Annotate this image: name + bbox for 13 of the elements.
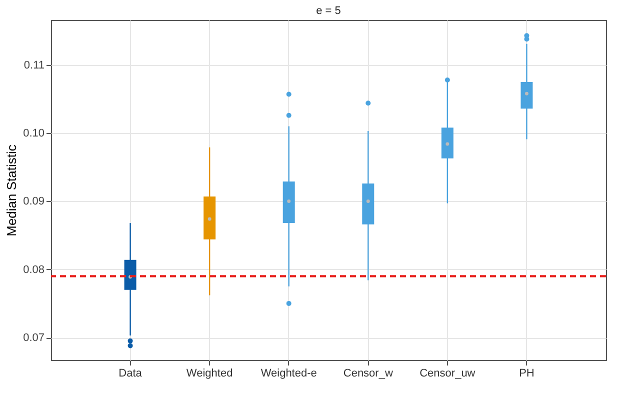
- x-tick-label: Weighted-e: [260, 368, 317, 380]
- x-tick-label: Censor_uw: [420, 368, 476, 380]
- x-tick-label: Weighted: [186, 368, 233, 380]
- y-tick-label: 0.07: [23, 332, 44, 344]
- x-tick-label: Data: [118, 368, 143, 380]
- y-axis-title: Median Statistic: [4, 144, 20, 236]
- y-tick-label: 0.10: [23, 128, 44, 140]
- y-tick-label: 0.08: [23, 264, 44, 276]
- y-tick-label: 0.11: [24, 59, 44, 72]
- chart-title: e = 5: [316, 5, 341, 17]
- x-tick-label: PH: [519, 368, 534, 380]
- y-tick-label: 0.09: [23, 196, 44, 208]
- x-tick-label: Censor_w: [343, 368, 393, 380]
